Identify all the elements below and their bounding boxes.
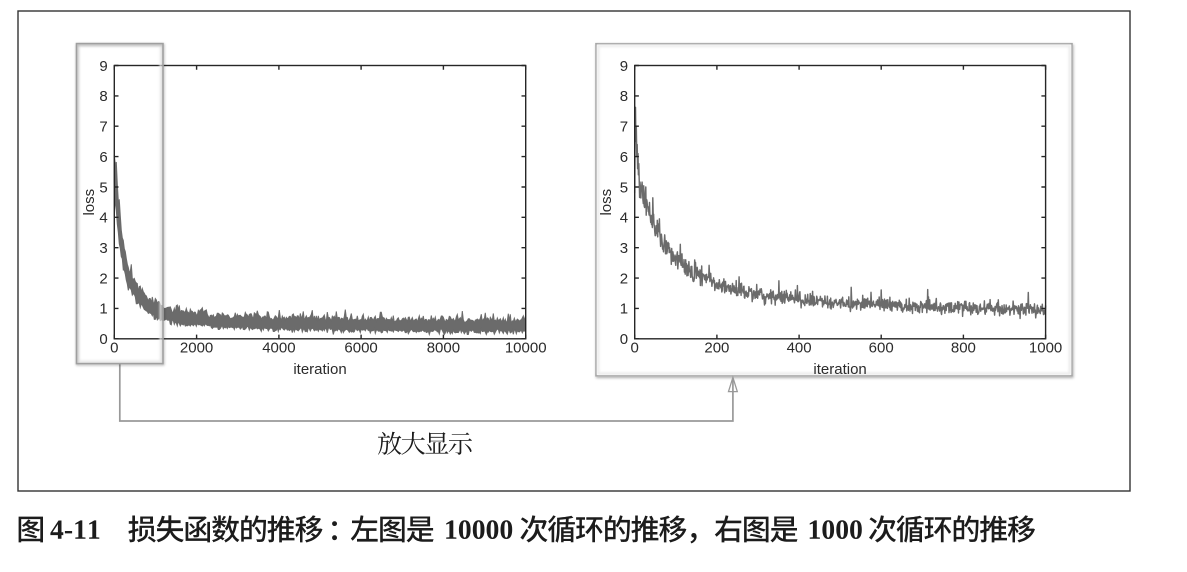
svg-text:6: 6 <box>620 149 628 166</box>
svg-text:600: 600 <box>869 340 894 357</box>
svg-text:1000: 1000 <box>1029 340 1062 357</box>
svg-text:0: 0 <box>620 331 628 348</box>
svg-text:iteration: iteration <box>293 361 346 378</box>
svg-text:400: 400 <box>787 340 812 357</box>
svg-text:10000: 10000 <box>505 340 547 357</box>
svg-text:5: 5 <box>99 179 107 196</box>
svg-text:loss: loss <box>81 189 98 216</box>
svg-text:3: 3 <box>99 240 107 257</box>
svg-text:2: 2 <box>99 270 107 287</box>
svg-text:1: 1 <box>620 301 628 318</box>
svg-text:7: 7 <box>620 119 628 136</box>
svg-text:0: 0 <box>110 340 118 357</box>
svg-text:6000: 6000 <box>344 340 377 357</box>
svg-text:1: 1 <box>99 301 107 318</box>
svg-text:loss: loss <box>598 189 615 216</box>
svg-text:4: 4 <box>620 210 628 227</box>
svg-text:iteration: iteration <box>813 361 866 378</box>
svg-text:4000: 4000 <box>262 340 295 357</box>
svg-text:0: 0 <box>631 340 639 357</box>
svg-text:3: 3 <box>620 240 628 257</box>
svg-text:7: 7 <box>99 119 107 136</box>
svg-text:2000: 2000 <box>180 340 213 357</box>
svg-text:8000: 8000 <box>427 340 460 357</box>
svg-text:9: 9 <box>620 58 628 75</box>
svg-text:6: 6 <box>99 149 107 166</box>
svg-text:5: 5 <box>620 179 628 196</box>
svg-text:8: 8 <box>620 88 628 105</box>
svg-text:9: 9 <box>99 58 107 75</box>
svg-text:8: 8 <box>99 88 107 105</box>
svg-text:800: 800 <box>951 340 976 357</box>
svg-text:4: 4 <box>99 210 107 227</box>
svg-text:0: 0 <box>99 331 107 348</box>
svg-text:200: 200 <box>704 340 729 357</box>
svg-text:2: 2 <box>620 270 628 287</box>
